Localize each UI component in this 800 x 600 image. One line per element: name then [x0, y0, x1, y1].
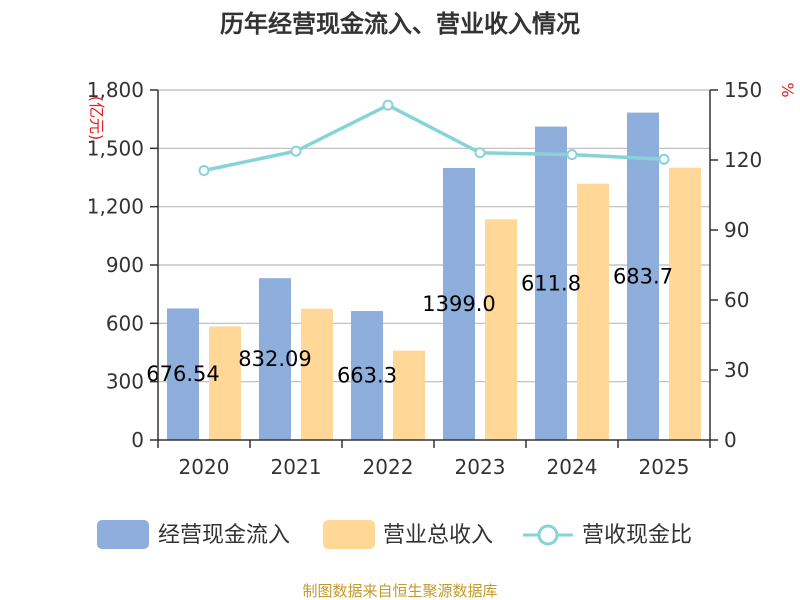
bar-cash-inflow: [167, 308, 199, 440]
ratio-point: [290, 145, 302, 157]
data-label-cash-inflow: 663.3: [337, 364, 397, 388]
y-right-tick-label: 30: [724, 358, 749, 382]
legend: 经营现金流入 营业总收入 营收现金比: [97, 520, 692, 549]
y-left-tick-label: 1,500: [87, 136, 144, 160]
bar-revenue: [669, 167, 701, 440]
y-right-tick-label: 60: [724, 288, 749, 312]
bar-revenue: [301, 308, 333, 440]
bar-revenue: [209, 326, 241, 440]
ratio-point: [382, 99, 394, 111]
y-right-unit: %: [778, 82, 797, 97]
ratio-point: [198, 165, 210, 176]
axes: 0 300 600 900 1,200 1,500 1,800 0 30 60 90 120 150 20…: [87, 78, 762, 479]
y-left-tick-label: 0: [131, 428, 144, 452]
data-label-cash-inflow: 832.09: [238, 347, 311, 371]
legend-label-cash-inflow: 经营现金流入: [158, 523, 290, 548]
data-label-cash-inflow: 1399.0: [422, 292, 495, 316]
bar-revenue: [485, 219, 517, 440]
bar-cash-inflow: [259, 278, 291, 440]
y-left-tick-label: 600: [106, 311, 144, 335]
y-right-tick-label: 150: [724, 78, 762, 102]
x-tick-label: 2024: [547, 455, 598, 479]
ratio-point: [566, 149, 578, 161]
line-series: [198, 99, 670, 176]
ratio-line: [203, 103, 665, 173]
data-label-cash-inflow: 611.8: [521, 271, 581, 295]
chart-title: 历年经营现金流入、营业收入情况: [220, 10, 580, 38]
bar-revenue: [577, 183, 609, 440]
y-left-tick-label: 900: [106, 253, 144, 277]
y-right-tick-label: 0: [724, 428, 737, 452]
y-left-tick-label: 300: [106, 370, 144, 394]
x-tick-label: 2020: [179, 455, 230, 479]
bar-cash-inflow: [443, 167, 475, 440]
y-left-unit: (亿元): [87, 96, 106, 141]
legend-marker-ratio: [537, 524, 559, 546]
y-right-tick-label: 90: [724, 218, 749, 242]
legend-label-revenue: 营业总收入: [383, 523, 493, 548]
bar-cash-inflow: [535, 126, 567, 440]
y-right-tick-label: 120: [724, 148, 762, 172]
legend-swatch-cash-inflow: [97, 520, 149, 549]
ratio-point: [658, 153, 670, 165]
x-tick-label: 2021: [271, 455, 322, 479]
bar-revenue: [393, 350, 425, 440]
bar-cash-inflow: [627, 112, 659, 440]
x-tick-label: 2023: [455, 455, 506, 479]
x-tick-label: 2022: [363, 455, 414, 479]
source-note: 制图数据来自恒生聚源数据库: [302, 582, 497, 600]
y-left-tick-label: 1,800: [87, 78, 144, 102]
gridlines: [158, 89, 710, 383]
bar-cash-inflow: [351, 311, 383, 440]
legend-label-ratio: 营收现金比: [582, 523, 692, 548]
x-tick-label: 2025: [639, 455, 690, 479]
ratio-point: [474, 147, 486, 159]
legend-swatch-revenue: [323, 520, 375, 549]
y-left-tick-label: 1,200: [87, 195, 144, 219]
bar-series: [167, 112, 701, 440]
data-label-cash-inflow: 683.7: [613, 264, 673, 288]
